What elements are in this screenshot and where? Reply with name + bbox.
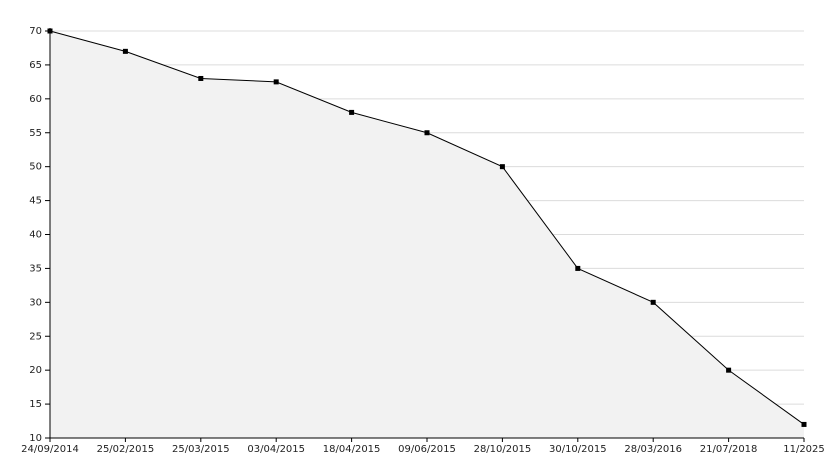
area-fill: [50, 31, 804, 438]
x-tick-label: 24/09/2014: [21, 444, 79, 455]
marker: [499, 164, 505, 170]
y-tick-label: 60: [29, 94, 42, 105]
y-tick-label: 65: [29, 60, 42, 71]
x-tick-label: 11/2025: [783, 444, 825, 455]
y-tick-label: 30: [29, 297, 42, 308]
y-tick-label: 50: [29, 162, 42, 173]
x-tick-label: 25/03/2015: [172, 444, 230, 455]
y-tick-label: 45: [29, 196, 42, 207]
y-tick-label: 40: [29, 230, 42, 241]
marker: [273, 79, 279, 85]
marker: [349, 109, 355, 115]
marker: [575, 265, 581, 271]
y-tick-label: 70: [29, 26, 42, 37]
y-tick-label: 55: [29, 128, 42, 139]
x-tick-label: 21/07/2018: [700, 444, 758, 455]
y-tick-label: 35: [29, 263, 42, 274]
marker: [650, 299, 656, 305]
y-tick-label: 15: [29, 399, 42, 410]
marker: [122, 48, 128, 54]
marker: [424, 130, 430, 136]
y-tick-label: 20: [29, 365, 42, 376]
x-tick-label: 09/06/2015: [398, 444, 456, 455]
marker: [198, 75, 204, 81]
x-tick-label: 28/03/2016: [624, 444, 682, 455]
x-tick-label: 18/04/2015: [323, 444, 381, 455]
x-tick-label: 25/02/2015: [97, 444, 155, 455]
x-tick-label: 03/04/2015: [247, 444, 305, 455]
x-tick-label: 30/10/2015: [549, 444, 607, 455]
y-tick-label: 25: [29, 331, 42, 342]
x-tick-label: 28/10/2015: [474, 444, 532, 455]
marker: [726, 367, 732, 373]
y-tick-label: 10: [29, 433, 42, 444]
marker: [801, 421, 807, 427]
